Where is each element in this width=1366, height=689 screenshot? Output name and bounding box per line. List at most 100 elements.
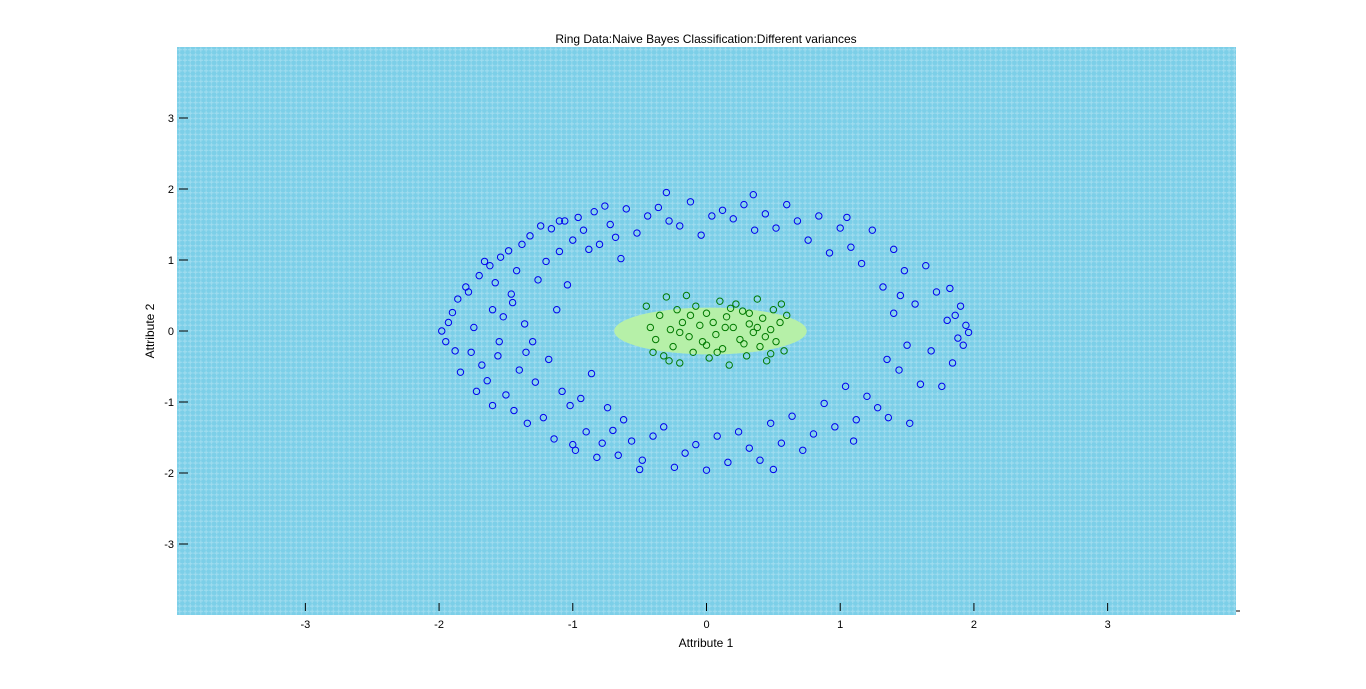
outer-class-point <box>649 432 657 440</box>
outer-class-point <box>708 212 716 220</box>
inner-class-point <box>745 309 753 317</box>
outer-class-point <box>943 316 951 325</box>
outer-class-point <box>563 281 572 289</box>
outer-class-point <box>761 210 770 218</box>
outer-class-point <box>873 403 882 412</box>
outer-class-point <box>635 465 644 474</box>
outer-class-point <box>627 437 636 445</box>
inner-class-point <box>666 325 675 334</box>
inner-class-point <box>712 330 720 339</box>
outer-class-point <box>574 213 582 222</box>
outer-class-point <box>488 401 497 410</box>
x-tick-label: 0 <box>703 619 709 631</box>
outer-class-point <box>964 328 973 337</box>
outer-class-point <box>863 392 871 401</box>
outer-class-point <box>475 271 483 280</box>
inner-class-point <box>673 306 681 314</box>
outer-class-point <box>542 257 550 266</box>
inner-class-point <box>696 321 704 330</box>
outer-class-point <box>442 337 450 346</box>
outer-class-point <box>504 247 513 255</box>
inner-class-point <box>651 335 660 344</box>
outer-class-point <box>713 432 721 440</box>
outer-class-point <box>951 311 959 320</box>
outer-class-point <box>750 226 759 234</box>
data-points <box>438 188 973 474</box>
inner-class-point <box>676 328 684 337</box>
outer-class-point <box>536 222 545 230</box>
outer-class-point <box>692 440 700 449</box>
outer-class-point <box>799 446 807 454</box>
inner-class-point <box>656 311 664 320</box>
y-tick-label: 0 <box>168 326 174 338</box>
outer-class-point <box>598 439 606 447</box>
outer-class-point <box>603 403 612 412</box>
outer-class-point <box>879 283 887 291</box>
outer-class-point <box>911 300 919 308</box>
outer-class-point <box>577 394 585 403</box>
outer-class-point <box>569 236 577 244</box>
inner-class-point <box>762 357 771 365</box>
inner-class-point <box>776 318 784 327</box>
outer-class-point <box>438 327 446 335</box>
outer-class-point <box>587 369 596 378</box>
outer-class-point <box>531 378 540 386</box>
outer-class-point <box>938 382 946 391</box>
inner-class-point <box>702 341 711 349</box>
outer-class-point <box>590 208 598 216</box>
y-axis-label: Attribute 2 <box>143 303 157 358</box>
y-tick-label: -3 <box>164 539 174 551</box>
outer-class-point <box>772 224 780 232</box>
inner-class-point <box>753 323 762 332</box>
outer-class-point <box>916 380 925 388</box>
outer-class-point <box>670 463 679 472</box>
inner-class-point <box>729 323 737 332</box>
x-tick-label: -1 <box>568 619 578 631</box>
outer-class-point <box>702 466 711 474</box>
outer-class-point <box>579 226 588 234</box>
outer-class-point <box>547 225 556 233</box>
inner-class-point <box>745 320 753 328</box>
outer-class-point <box>852 416 860 424</box>
inner-class-point <box>769 306 778 314</box>
outer-class-point <box>545 355 553 364</box>
outer-class-point <box>553 306 561 314</box>
x-tick-label: 2 <box>971 619 977 631</box>
outer-class-point <box>467 348 475 356</box>
outer-class-point <box>676 222 684 230</box>
outer-class-point <box>809 430 818 438</box>
outer-class-point <box>510 406 518 415</box>
outer-class-point <box>740 200 748 209</box>
outer-class-point <box>932 288 941 296</box>
outer-class-point <box>480 257 489 266</box>
outer-class-point <box>718 206 727 215</box>
inner-class-point <box>660 352 668 360</box>
outer-class-point <box>927 347 935 355</box>
outer-class-point <box>448 308 457 317</box>
outer-class-point <box>495 337 503 346</box>
inner-class-point <box>756 342 764 351</box>
outer-class-point <box>470 323 478 332</box>
outer-class-point <box>686 198 695 206</box>
outer-class-point <box>783 200 791 209</box>
outer-class-point <box>507 290 515 298</box>
outer-class-point <box>569 440 577 449</box>
outer-class-point <box>609 426 617 435</box>
outer-class-point <box>539 413 548 422</box>
inner-class-point <box>685 332 693 341</box>
outer-class-point <box>617 254 625 263</box>
x-axis: -3 -2 -1 0 1 2 3 <box>300 603 1111 631</box>
outer-class-point <box>903 341 911 349</box>
outer-class-point <box>729 215 737 223</box>
outer-class-point <box>512 266 521 275</box>
outer-class-point <box>697 231 705 239</box>
y-tick-label: 1 <box>168 255 174 267</box>
inner-class-point <box>749 328 757 337</box>
outer-class-point <box>959 341 967 349</box>
outer-class-point <box>444 318 453 327</box>
inner-class-point <box>758 314 767 322</box>
outer-class-point <box>804 236 812 244</box>
outer-class-point <box>486 261 494 270</box>
outer-class-point <box>825 249 834 257</box>
inner-class-point <box>761 332 770 341</box>
